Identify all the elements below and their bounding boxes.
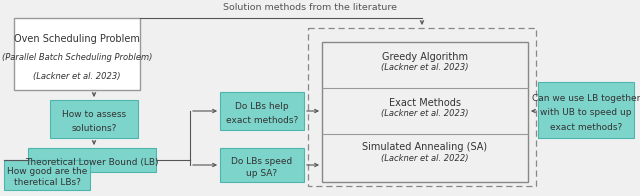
Text: Theoretical Lower Bound (LB): Theoretical Lower Bound (LB)	[25, 158, 159, 167]
Text: (Parallel Batch Scheduling Problem): (Parallel Batch Scheduling Problem)	[2, 53, 152, 62]
Bar	[28, 148, 156, 172]
Text: Simulated Annealing (SA): Simulated Annealing (SA)	[362, 142, 488, 152]
Text: How good are the: How good are the	[7, 167, 87, 176]
Text: exact methods?: exact methods?	[226, 116, 298, 125]
Text: Do LBs help: Do LBs help	[235, 103, 289, 112]
Bar	[50, 100, 138, 138]
Text: with UB to speed up: with UB to speed up	[540, 108, 632, 117]
Bar	[322, 42, 528, 182]
Bar	[538, 82, 634, 138]
Bar	[308, 28, 536, 186]
Text: theretical LBs?: theretical LBs?	[13, 178, 81, 187]
Text: Exact Methods: Exact Methods	[389, 97, 461, 107]
Text: (Lackner et al. 2023): (Lackner et al. 2023)	[381, 63, 468, 72]
Text: How to assess: How to assess	[62, 110, 126, 119]
Bar	[220, 92, 304, 130]
Bar	[4, 160, 90, 190]
Text: Solution methods from the literature: Solution methods from the literature	[223, 3, 397, 12]
Bar	[220, 148, 304, 182]
Text: (Lackner et al. 2022): (Lackner et al. 2022)	[381, 154, 468, 163]
Text: (Lackner et al. 2023): (Lackner et al. 2023)	[381, 109, 468, 118]
Bar	[14, 18, 140, 90]
Text: exact methods?: exact methods?	[550, 123, 622, 132]
Text: solutions?: solutions?	[71, 124, 116, 133]
Text: (Lackner et al. 2023): (Lackner et al. 2023)	[33, 72, 121, 81]
Text: Can we use LB together: Can we use LB together	[532, 94, 640, 103]
Text: up SA?: up SA?	[246, 169, 278, 178]
Text: Greedy Algorithm: Greedy Algorithm	[382, 52, 468, 62]
Text: Do LBs speed: Do LBs speed	[232, 157, 292, 166]
Text: Oven Scheduling Problem: Oven Scheduling Problem	[14, 34, 140, 44]
